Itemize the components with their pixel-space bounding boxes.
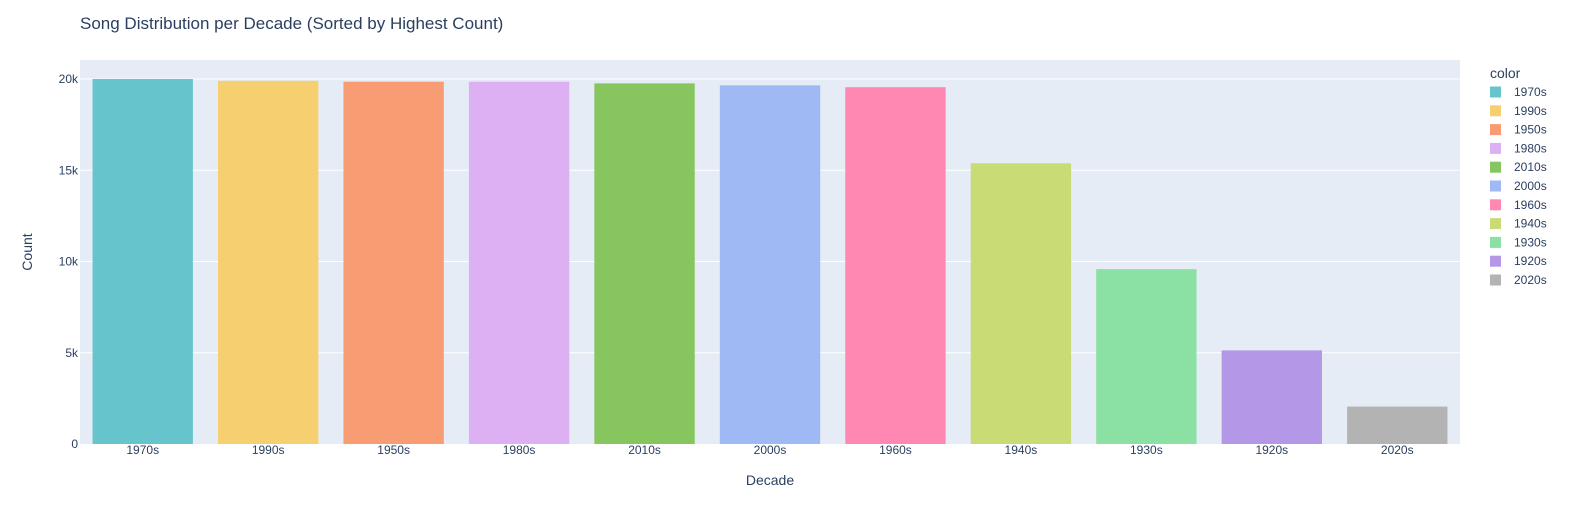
legend-swatch (1490, 199, 1501, 211)
legend: color 1970s 1990s 1950s 1980s 2010s 2000s 1960… (1490, 65, 1547, 287)
x-tick-label: 1930s (1130, 443, 1163, 457)
x-tick-label: 1970s (126, 443, 159, 457)
bar-1980s (468, 81, 570, 445)
x-tick-label: 1960s (879, 443, 912, 457)
legend-item-label: 2010s (1514, 160, 1547, 174)
y-axis-title: Count (19, 233, 35, 270)
legend-swatch (1490, 124, 1501, 136)
x-axis-title: Decade (746, 472, 794, 488)
bar-2000s (719, 85, 821, 444)
x-tick-label: 2020s (1381, 443, 1414, 457)
legend-title: color (1490, 65, 1521, 81)
x-tick-label: 2000s (754, 443, 787, 457)
y-tick-label: 15k (59, 163, 79, 177)
bar-2020s (1347, 406, 1448, 444)
x-tick-labels: 1970s 1990s 1950s 1980s 2010s 2000s 1960s 1940s… (126, 443, 1413, 457)
legend-item-label: 1950s (1514, 123, 1547, 137)
legend-item-label: 1920s (1514, 254, 1547, 268)
chart-title: Song Distribution per Decade (Sorted by … (80, 14, 503, 33)
y-tick-label: 10k (59, 255, 79, 269)
legend-item-label: 1940s (1514, 217, 1547, 231)
bar-1950s (343, 81, 444, 445)
legend-item-label: 1980s (1514, 141, 1547, 155)
legend-item-label: 1990s (1514, 104, 1547, 118)
bar-1960s (845, 87, 946, 445)
x-tick-label: 1950s (377, 443, 410, 457)
x-tick-label: 1920s (1255, 443, 1288, 457)
bar-1940s (970, 163, 1072, 444)
bar-2010s (594, 83, 695, 444)
legend-item-label: 1970s (1514, 85, 1547, 99)
legend-swatch (1490, 274, 1501, 286)
legend-swatch (1490, 86, 1501, 98)
bar-1990s (218, 80, 319, 444)
legend-item-label: 2020s (1514, 273, 1547, 287)
x-tick-label: 1980s (503, 443, 536, 457)
legend-item-label: 2000s (1514, 179, 1547, 193)
legend-swatch (1490, 142, 1501, 154)
legend-swatch (1490, 236, 1501, 248)
bar-1970s (92, 79, 193, 444)
legend-item-label: 1960s (1514, 198, 1547, 212)
legend-swatch (1490, 161, 1501, 173)
bars (92, 79, 1448, 445)
legend-swatch (1490, 105, 1501, 117)
bar-1920s (1221, 350, 1322, 444)
bar-1930s (1096, 269, 1197, 444)
legend-item-label: 1930s (1514, 235, 1547, 249)
x-tick-label: 2010s (628, 443, 661, 457)
y-tick-label: 20k (59, 72, 79, 86)
legend-swatch (1490, 180, 1501, 192)
legend-swatch (1490, 255, 1501, 267)
y-tick-label: 5k (65, 346, 79, 360)
legend-swatch (1490, 218, 1501, 230)
y-tick-labels: 0 5k 10k 15k 20k (59, 72, 79, 451)
x-tick-label: 1940s (1005, 443, 1038, 457)
x-tick-label: 1990s (252, 443, 285, 457)
y-tick-label: 0 (71, 437, 78, 451)
